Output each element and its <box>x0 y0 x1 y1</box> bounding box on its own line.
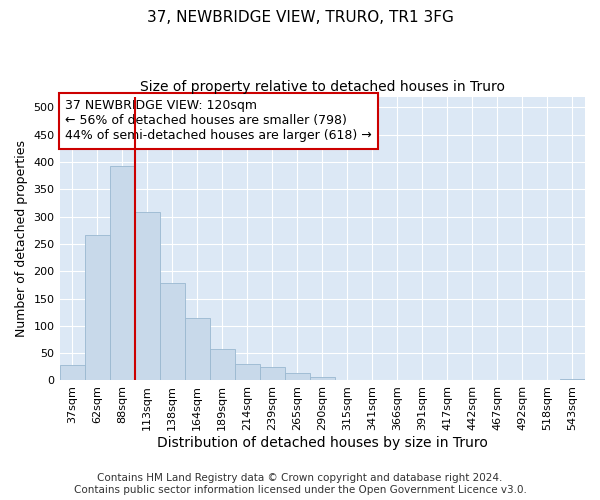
Bar <box>160 284 185 380</box>
Bar <box>59 365 85 380</box>
Text: Contains HM Land Registry data © Crown copyright and database right 2024.
Contai: Contains HM Land Registry data © Crown c… <box>74 474 526 495</box>
Bar <box>185 318 209 380</box>
Bar <box>134 212 160 380</box>
Y-axis label: Number of detached properties: Number of detached properties <box>15 140 28 337</box>
Bar <box>310 377 335 380</box>
Text: 37, NEWBRIDGE VIEW, TRURO, TR1 3FG: 37, NEWBRIDGE VIEW, TRURO, TR1 3FG <box>146 10 454 25</box>
Bar <box>260 368 285 380</box>
Bar <box>235 364 260 380</box>
Title: Size of property relative to detached houses in Truro: Size of property relative to detached ho… <box>140 80 505 94</box>
Bar <box>560 379 585 380</box>
Bar <box>110 166 134 380</box>
Bar <box>85 234 110 380</box>
X-axis label: Distribution of detached houses by size in Truro: Distribution of detached houses by size … <box>157 436 488 450</box>
Text: 37 NEWBRIDGE VIEW: 120sqm
← 56% of detached houses are smaller (798)
44% of semi: 37 NEWBRIDGE VIEW: 120sqm ← 56% of detac… <box>65 100 371 142</box>
Bar <box>209 350 235 380</box>
Bar <box>285 373 310 380</box>
